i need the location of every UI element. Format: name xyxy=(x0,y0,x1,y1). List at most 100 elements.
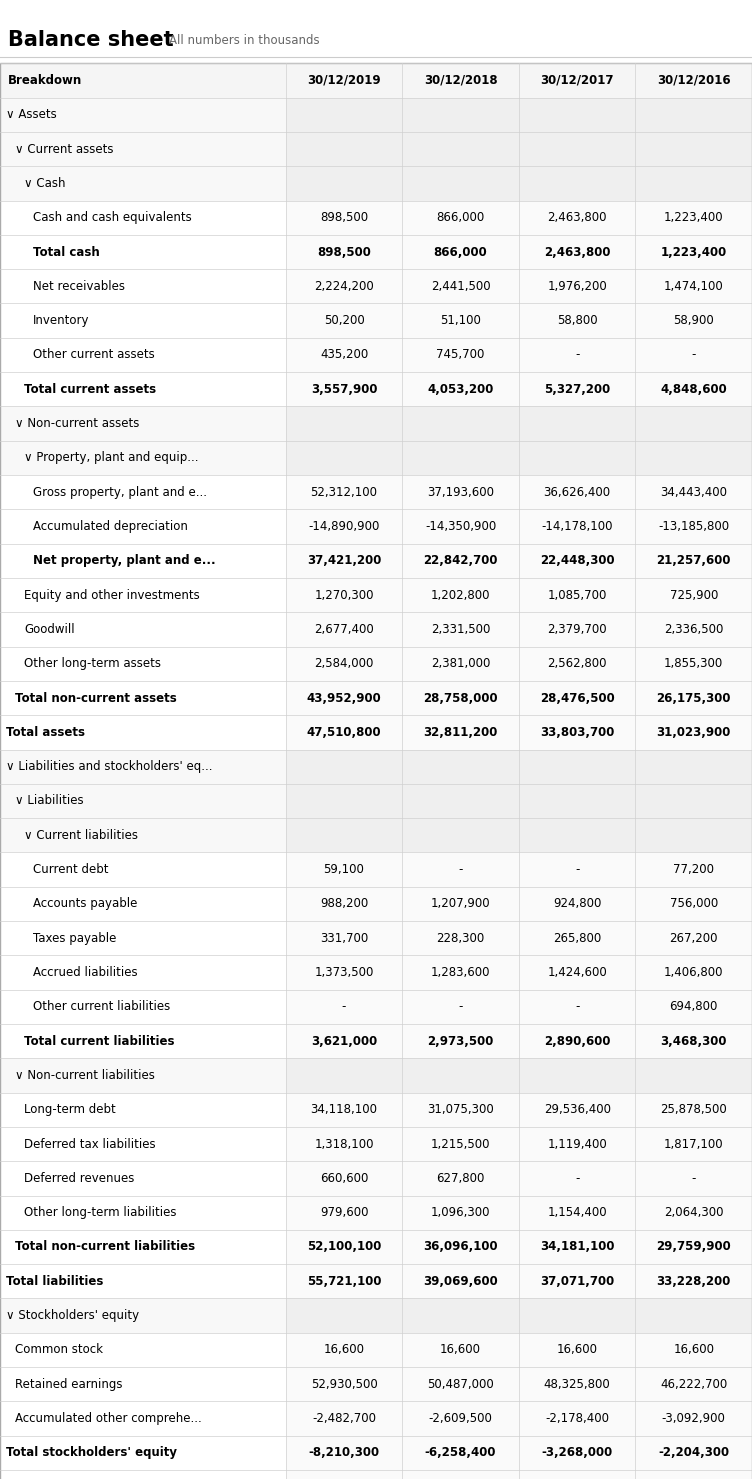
Text: 2,336,500: 2,336,500 xyxy=(664,623,723,636)
Text: 21,257,600: 21,257,600 xyxy=(656,555,731,568)
Bar xyxy=(286,818,402,852)
Text: 1,855,300: 1,855,300 xyxy=(664,657,723,670)
Text: 16,600: 16,600 xyxy=(556,1343,598,1356)
Text: ∨ Assets: ∨ Assets xyxy=(6,108,56,121)
Bar xyxy=(0,921,286,955)
Text: 3,621,000: 3,621,000 xyxy=(311,1035,378,1047)
Text: 1,096,300: 1,096,300 xyxy=(431,1207,490,1219)
Bar xyxy=(402,303,519,337)
Text: 979,600: 979,600 xyxy=(320,1207,368,1219)
Text: Retained earnings: Retained earnings xyxy=(15,1378,123,1390)
Text: 58,800: 58,800 xyxy=(556,314,598,327)
Bar xyxy=(0,475,286,509)
Text: 331,700: 331,700 xyxy=(320,932,368,945)
Text: 29,759,900: 29,759,900 xyxy=(656,1241,731,1254)
Bar xyxy=(519,373,635,407)
Bar xyxy=(0,680,286,716)
Bar xyxy=(402,989,519,1023)
Bar xyxy=(519,716,635,750)
Text: 52,930,500: 52,930,500 xyxy=(311,1378,378,1390)
Bar xyxy=(402,1231,519,1265)
Text: 2,381,000: 2,381,000 xyxy=(431,657,490,670)
Bar xyxy=(402,716,519,750)
Text: Total current assets: Total current assets xyxy=(24,383,156,396)
Text: 59,100: 59,100 xyxy=(323,864,365,876)
Bar xyxy=(286,1367,402,1402)
Text: 37,071,700: 37,071,700 xyxy=(540,1275,614,1288)
Text: Net receivables: Net receivables xyxy=(33,280,125,293)
Bar xyxy=(0,544,286,578)
Text: -2,178,400: -2,178,400 xyxy=(545,1412,609,1426)
Text: 43,952,900: 43,952,900 xyxy=(307,692,381,704)
Bar xyxy=(286,1195,402,1231)
Text: Common stock: Common stock xyxy=(15,1343,103,1356)
Bar xyxy=(286,337,402,373)
Text: -6,258,400: -6,258,400 xyxy=(425,1446,496,1460)
Text: 1,373,500: 1,373,500 xyxy=(314,966,374,979)
Text: -: - xyxy=(575,1171,579,1185)
Text: 898,500: 898,500 xyxy=(320,211,368,225)
Bar xyxy=(519,1023,635,1059)
Bar xyxy=(635,612,752,646)
Text: 228,300: 228,300 xyxy=(436,932,485,945)
Text: Breakdown: Breakdown xyxy=(8,74,82,87)
Bar xyxy=(635,1023,752,1059)
Bar xyxy=(519,612,635,646)
Text: 2,064,300: 2,064,300 xyxy=(664,1207,723,1219)
Text: -: - xyxy=(575,864,579,876)
Bar xyxy=(635,475,752,509)
Text: 25,878,500: 25,878,500 xyxy=(660,1103,727,1117)
Text: 77,200: 77,200 xyxy=(673,864,714,876)
Bar xyxy=(519,269,635,303)
Bar xyxy=(635,1402,752,1436)
Text: 37,193,600: 37,193,600 xyxy=(427,485,494,498)
Text: 1,119,400: 1,119,400 xyxy=(547,1137,607,1151)
Text: 1,202,800: 1,202,800 xyxy=(431,589,490,602)
Bar xyxy=(519,98,635,132)
Bar xyxy=(402,166,519,201)
Text: 4,848,600: 4,848,600 xyxy=(660,383,727,396)
Bar xyxy=(635,1436,752,1470)
Text: Other long-term liabilities: Other long-term liabilities xyxy=(24,1207,177,1219)
Bar xyxy=(0,303,286,337)
Bar xyxy=(402,578,519,612)
Bar xyxy=(635,544,752,578)
Bar xyxy=(635,441,752,475)
Text: -2,482,700: -2,482,700 xyxy=(312,1412,376,1426)
Text: -: - xyxy=(692,1171,696,1185)
Text: 30/12/2018: 30/12/2018 xyxy=(424,74,497,87)
Bar xyxy=(286,989,402,1023)
Bar xyxy=(519,132,635,166)
Text: 725,900: 725,900 xyxy=(669,589,718,602)
Text: Deferred tax liabilities: Deferred tax liabilities xyxy=(24,1137,156,1151)
Bar xyxy=(286,921,402,955)
Bar xyxy=(402,201,519,235)
Text: 2,562,800: 2,562,800 xyxy=(547,657,607,670)
Bar xyxy=(635,303,752,337)
Text: 34,443,400: 34,443,400 xyxy=(660,485,727,498)
Text: Gross property, plant and e...: Gross property, plant and e... xyxy=(33,485,207,498)
Text: -: - xyxy=(692,349,696,361)
Text: 3,468,300: 3,468,300 xyxy=(660,1035,727,1047)
Bar xyxy=(635,989,752,1023)
Bar xyxy=(635,750,752,784)
Bar xyxy=(635,1265,752,1299)
Text: ∨ Liabilities: ∨ Liabilities xyxy=(15,794,83,808)
Text: ∨ Liabilities and stockholders' eq...: ∨ Liabilities and stockholders' eq... xyxy=(6,760,213,774)
Text: 33,228,200: 33,228,200 xyxy=(656,1275,731,1288)
Bar xyxy=(286,1093,402,1127)
Bar xyxy=(519,1093,635,1127)
Text: ∨ Property, plant and equip...: ∨ Property, plant and equip... xyxy=(24,451,199,464)
Bar xyxy=(286,166,402,201)
Text: Accumulated depreciation: Accumulated depreciation xyxy=(33,521,188,532)
Text: 5,327,200: 5,327,200 xyxy=(544,383,611,396)
Bar xyxy=(286,887,402,921)
Bar xyxy=(0,818,286,852)
Bar xyxy=(519,201,635,235)
Bar xyxy=(0,1059,286,1093)
Bar xyxy=(402,337,519,373)
Text: 2,331,500: 2,331,500 xyxy=(431,623,490,636)
Text: ∨ Non-current liabilities: ∨ Non-current liabilities xyxy=(15,1069,155,1083)
Text: -13,185,800: -13,185,800 xyxy=(658,521,729,532)
Text: -: - xyxy=(342,1000,346,1013)
